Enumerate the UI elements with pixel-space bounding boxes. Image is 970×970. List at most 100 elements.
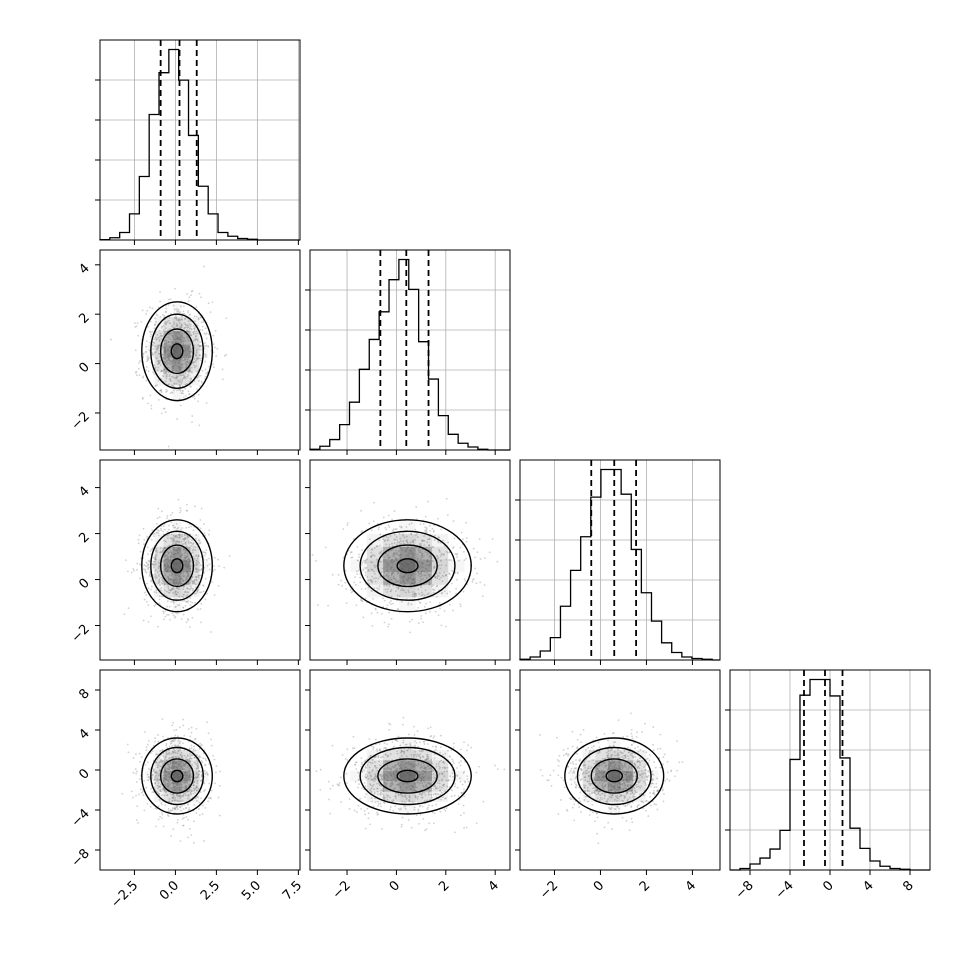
scatter-point bbox=[403, 542, 405, 545]
scatter-point bbox=[368, 538, 371, 541]
scatter-point bbox=[165, 339, 168, 342]
scatter-point bbox=[190, 377, 193, 380]
scatter-point bbox=[192, 792, 195, 795]
scatter-point bbox=[587, 746, 590, 749]
scatter-point bbox=[214, 329, 217, 332]
scatter-point bbox=[451, 789, 453, 792]
scatter-point bbox=[195, 562, 198, 565]
scatter-point bbox=[168, 341, 170, 343]
scatter-point bbox=[191, 774, 194, 777]
scatter-point bbox=[385, 543, 387, 546]
scatter-point bbox=[409, 743, 412, 746]
scatter-point bbox=[164, 311, 167, 314]
scatter-point bbox=[369, 775, 372, 778]
scatter-point bbox=[165, 388, 168, 391]
scatter-point bbox=[183, 313, 186, 316]
scatter-point bbox=[186, 338, 189, 340]
scatter-point bbox=[420, 788, 423, 791]
scatter-point bbox=[376, 787, 379, 790]
scatter-point bbox=[419, 753, 421, 756]
scatter-point bbox=[419, 572, 422, 575]
scatter-point bbox=[440, 559, 442, 562]
panel-frame bbox=[99, 459, 301, 661]
scatter-point bbox=[192, 750, 195, 753]
scatter-point bbox=[158, 338, 161, 341]
scatter-point bbox=[149, 341, 152, 344]
scatter-point bbox=[420, 573, 423, 576]
scatter-point bbox=[145, 594, 148, 596]
scatter-point bbox=[194, 555, 197, 558]
scatter-point bbox=[380, 791, 382, 794]
scatter-point bbox=[175, 308, 178, 311]
scatter-point bbox=[419, 601, 422, 604]
scatter-point bbox=[406, 541, 409, 543]
scatter-point bbox=[435, 555, 438, 558]
scatter-point bbox=[164, 756, 167, 758]
scatter-point bbox=[374, 765, 376, 768]
scatter-point bbox=[170, 764, 173, 767]
scatter-point bbox=[155, 549, 158, 552]
scatter-point bbox=[397, 586, 400, 588]
scatter-point bbox=[228, 554, 231, 557]
scatter-point bbox=[428, 575, 431, 578]
scatter-point bbox=[442, 761, 445, 764]
scatter-point bbox=[351, 747, 354, 750]
scatter-point bbox=[433, 524, 436, 527]
scatter-point bbox=[181, 332, 184, 335]
scatter-point bbox=[449, 775, 452, 778]
scatter-point bbox=[576, 739, 579, 741]
scatter-point bbox=[160, 595, 163, 598]
scatter-point bbox=[166, 556, 169, 558]
scatter-point bbox=[134, 768, 137, 770]
scatter-point bbox=[157, 762, 160, 765]
scatter-point bbox=[178, 595, 181, 598]
scatter-point bbox=[424, 785, 427, 788]
scatter-point bbox=[160, 529, 162, 532]
scatter-point bbox=[177, 588, 180, 590]
scatter-point bbox=[421, 765, 423, 768]
scatter-point bbox=[198, 379, 200, 382]
scatter-point bbox=[366, 807, 369, 810]
scatter-point bbox=[464, 760, 466, 763]
scatter-point bbox=[427, 592, 430, 595]
scatter-point bbox=[430, 794, 433, 796]
scatter-point bbox=[197, 574, 200, 577]
scatter-point bbox=[192, 325, 195, 327]
scatter-point bbox=[174, 734, 177, 737]
scatter-point bbox=[161, 370, 164, 372]
scatter-point bbox=[373, 792, 376, 795]
scatter-point bbox=[364, 560, 367, 563]
scatter-point bbox=[169, 742, 172, 745]
scatter-point bbox=[627, 803, 630, 805]
scatter-point bbox=[170, 375, 173, 378]
density-cell bbox=[190, 546, 200, 560]
scatter-point bbox=[379, 792, 382, 795]
scatter-point bbox=[142, 353, 145, 356]
scatter-point bbox=[169, 338, 172, 341]
scatter-point bbox=[172, 539, 175, 542]
density-cell bbox=[399, 597, 416, 610]
scatter-point bbox=[453, 794, 456, 797]
scatter-point bbox=[155, 779, 158, 782]
scatter-point bbox=[407, 819, 410, 821]
scatter-point bbox=[186, 360, 189, 363]
scatter-point bbox=[198, 808, 200, 810]
scatter-point bbox=[452, 546, 455, 549]
scatter-point bbox=[367, 777, 370, 780]
scatter-point bbox=[459, 780, 462, 783]
scatter-point bbox=[460, 748, 462, 751]
scatter-point bbox=[199, 527, 202, 530]
scatter-point bbox=[196, 762, 199, 765]
scatter-point bbox=[167, 613, 170, 616]
scatter-point bbox=[380, 571, 383, 574]
scatter-point bbox=[169, 761, 172, 763]
scatter-point bbox=[152, 770, 155, 773]
scatter-point bbox=[197, 375, 200, 377]
scatter-point bbox=[385, 782, 388, 785]
scatter-point bbox=[356, 811, 358, 813]
scatter-point bbox=[403, 750, 405, 753]
scatter-point bbox=[172, 524, 175, 527]
x-tick-label: 2.5 bbox=[198, 878, 223, 903]
scatter-point bbox=[336, 783, 339, 786]
scatter-point bbox=[197, 787, 200, 790]
